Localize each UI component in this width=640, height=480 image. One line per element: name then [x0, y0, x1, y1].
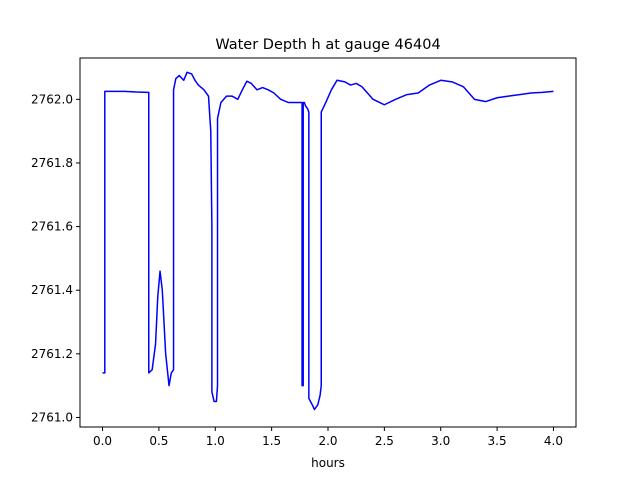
x-tick-label: 4.0 — [544, 434, 563, 448]
x-tick-label: 0.0 — [93, 434, 112, 448]
x-tick-label: 3.5 — [488, 434, 507, 448]
x-axis-label: hours — [311, 456, 345, 470]
y-tick-label: 2761.8 — [31, 156, 73, 170]
y-tick-label: 2761.0 — [31, 410, 73, 424]
x-tick-label: 1.0 — [206, 434, 225, 448]
plot-frame — [79, 57, 577, 428]
y-tick-label: 2761.2 — [31, 347, 73, 361]
chart-title: Water Depth h at gauge 46404 — [215, 37, 440, 53]
series-layer — [102, 71, 554, 411]
y-tick-label: 2761.4 — [31, 283, 73, 297]
series-line-0 — [102, 71, 554, 411]
x-tick-label: 1.5 — [262, 434, 281, 448]
plot-area — [80, 58, 576, 427]
x-tick-label: 0.5 — [149, 434, 168, 448]
y-tick-label: 2761.6 — [31, 220, 73, 234]
x-tick-label: 3.0 — [431, 434, 450, 448]
axis-layer: 0.0 0.5 1.0 1.5 2.0 2.5 3.0 3.5 4.0 2761.0 2761.2 2… — [31, 92, 563, 448]
x-tick-label: 2.0 — [318, 434, 337, 448]
y-tick-label: 2762.0 — [31, 92, 73, 106]
x-tick-label: 2.5 — [375, 434, 394, 448]
